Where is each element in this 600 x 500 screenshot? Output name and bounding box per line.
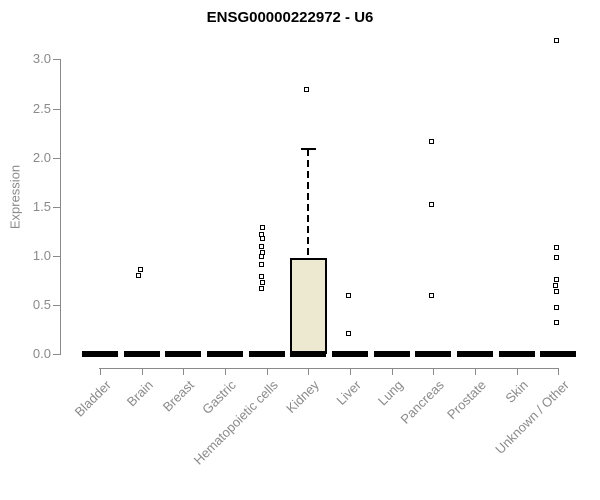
x-tick-mark [558, 368, 560, 375]
outlier-point [553, 320, 559, 326]
x-axis-line [99, 368, 559, 369]
median-bar [123, 351, 160, 357]
outlier-point [259, 285, 265, 291]
median-bar [456, 351, 493, 357]
x-tick-mark [349, 368, 351, 375]
y-tick-mark [53, 255, 60, 257]
outlier-point [553, 245, 559, 251]
median-bar [540, 351, 577, 357]
median-bar [82, 351, 118, 357]
x-tick-label: Unknown / Other [492, 377, 573, 457]
y-tick-mark [53, 59, 60, 61]
median-bar [415, 351, 452, 357]
median-bar [498, 351, 535, 357]
outlier-point [260, 279, 266, 285]
outlier-point [260, 224, 266, 230]
outlier-point [259, 262, 265, 268]
outlier-point [259, 273, 265, 279]
y-tick-mark [53, 157, 60, 159]
x-tick-mark [183, 368, 185, 375]
y-tick-label: 2.0 [32, 149, 51, 165]
x-tick-mark [141, 368, 143, 375]
y-tick-label: 3.0 [32, 51, 51, 67]
x-tick-mark [391, 368, 393, 375]
outlier-point [346, 330, 352, 336]
y-tick-mark [53, 354, 60, 355]
y-axis-label: Expression [7, 164, 23, 230]
outlier-point [138, 267, 144, 273]
outlier-point [428, 292, 434, 298]
upper-whisker-cap [300, 147, 316, 150]
y-tick-mark [53, 304, 60, 306]
outlier-point [553, 276, 559, 282]
upper-whisker [307, 148, 310, 258]
outlier-point [260, 235, 266, 241]
outlier-point [553, 38, 559, 44]
x-tick-mark [516, 368, 518, 375]
outlier-point [303, 87, 309, 93]
median-bar [206, 351, 243, 357]
outlier-point [428, 202, 434, 208]
y-tick-label: 1.5 [32, 198, 51, 214]
outlier-point [553, 305, 559, 311]
outlier-point [259, 254, 265, 260]
y-tick-mark [53, 108, 60, 110]
outlier-point [346, 292, 352, 298]
y-tick-label: 1.0 [32, 247, 51, 263]
kidney-box [289, 257, 327, 354]
outlier-point [552, 282, 558, 288]
outlier-point [553, 288, 559, 294]
median-bar [290, 351, 327, 357]
x-tick-mark [224, 368, 226, 375]
x-tick-mark [266, 368, 268, 375]
y-axis-line [60, 59, 61, 355]
median-bar [373, 351, 410, 357]
y-tick-label: 2.5 [32, 100, 51, 116]
outlier-point [553, 255, 559, 261]
outlier-point [259, 244, 265, 250]
median-bar [165, 351, 202, 357]
y-tick-mark [53, 206, 60, 208]
x-tick-mark [100, 368, 101, 375]
median-bar [331, 351, 368, 357]
median-bar [248, 351, 285, 357]
outlier-point [136, 272, 142, 278]
x-tick-mark [308, 368, 310, 375]
outlier-point [428, 139, 434, 145]
x-tick-mark [433, 368, 435, 375]
y-tick-label: 0.0 [32, 346, 51, 361]
y-tick-label: 0.5 [32, 296, 51, 312]
chart-title: ENSG00000222972 - U6 [206, 9, 374, 26]
x-tick-mark [474, 368, 476, 375]
